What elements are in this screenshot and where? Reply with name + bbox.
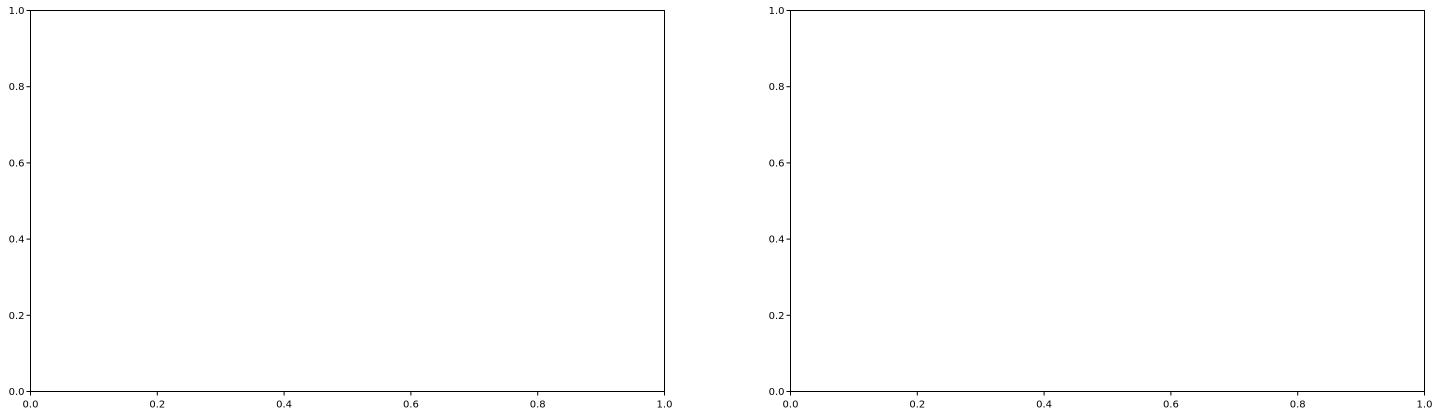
y-tick-label: 0.2 — [9, 311, 25, 322]
y-tick-label: 0.6 — [9, 158, 25, 169]
x-tick-label: 1.0 — [1417, 400, 1433, 411]
x-tick-label: 0.6 — [1163, 400, 1179, 411]
y-tick-label: 0.4 — [9, 235, 25, 246]
y-tick-label: 0.8 — [769, 82, 785, 93]
axes-frame — [30, 10, 665, 392]
x-tick-label: 0.0 — [783, 400, 799, 411]
y-tick-label: 0.6 — [769, 158, 785, 169]
x-tick-label: 1.0 — [657, 400, 673, 411]
x-tick-label: 0.4 — [1036, 400, 1052, 411]
y-tick-label: 1.0 — [769, 6, 785, 17]
left-subplot: 0.0 0.2 0.4 0.6 0.8 1.0 0.0 0.2 0.4 0.6 0.8 1.0 — [9, 6, 673, 411]
x-tick-label: 0.6 — [403, 400, 419, 411]
y-tick-label: 1.0 — [9, 6, 25, 17]
x-tick-label: 0.4 — [276, 400, 292, 411]
y-tick-label: 0.4 — [769, 235, 785, 246]
right-subplot: 0.0 0.2 0.4 0.6 0.8 1.0 0.0 0.2 0.4 0.6 0.8 1.0 — [769, 6, 1433, 411]
x-tick-label: 0.0 — [23, 400, 39, 411]
y-tick-label: 0.0 — [769, 387, 785, 398]
x-tick-label: 0.8 — [530, 400, 546, 411]
y-tick-label: 0.8 — [9, 82, 25, 93]
axes-frame — [790, 10, 1425, 392]
x-tick-label: 0.2 — [149, 400, 165, 411]
x-tick-label: 0.2 — [909, 400, 925, 411]
y-tick-label: 0.2 — [769, 311, 785, 322]
x-tick-label: 0.8 — [1290, 400, 1306, 411]
y-tick-label: 0.0 — [9, 387, 25, 398]
